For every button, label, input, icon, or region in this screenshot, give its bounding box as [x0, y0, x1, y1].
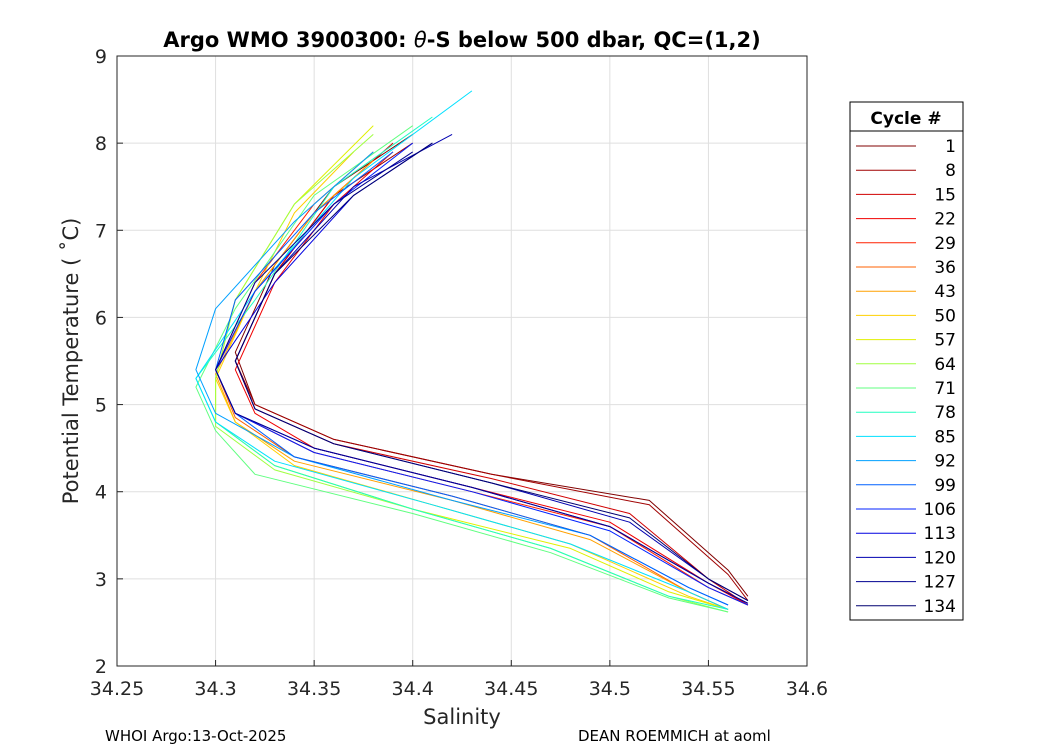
legend-label-cycle-106: 106 — [924, 500, 956, 520]
legend-label-cycle-64: 64 — [934, 355, 956, 375]
legend-label-cycle-85: 85 — [934, 427, 956, 447]
legend-label-cycle-134: 134 — [924, 597, 956, 617]
legend-label-cycle-29: 29 — [934, 234, 956, 254]
series-line-cycle-120 — [234, 133, 749, 602]
series-line-cycle-29 — [215, 151, 749, 606]
legend-label-cycle-22: 22 — [934, 210, 956, 230]
legend-label-cycle-120: 120 — [924, 548, 956, 568]
x-axis-label: Salinity — [423, 705, 501, 729]
footer-left: WHOI Argo:13-Oct-2025 — [105, 727, 286, 745]
y-tick-label: 3 — [95, 569, 107, 591]
legend-label-cycle-43: 43 — [934, 282, 956, 302]
y-tick-label: 8 — [95, 133, 107, 155]
x-tick-label: 34.6 — [786, 678, 828, 700]
footer-right: DEAN ROEMMICH at aoml — [578, 727, 771, 745]
series-line-cycle-43 — [215, 160, 729, 610]
x-axis-ticks: 34.25 34.3 34.35 34.4 34.45 34.5 34.55 34.6 — [90, 660, 828, 700]
legend-label-cycle-113: 113 — [924, 524, 956, 544]
y-tick-label: 6 — [95, 307, 107, 329]
series-layer — [195, 90, 749, 613]
y-axis-label: Potential Temperature ( ˚C) — [59, 218, 83, 505]
series-line-cycle-50 — [215, 151, 729, 610]
plot-axes-box — [116, 55, 808, 667]
legend-label-cycle-36: 36 — [934, 258, 956, 278]
legend-label-cycle-15: 15 — [934, 185, 956, 205]
series-line-cycle-127 — [215, 151, 749, 604]
series-line-cycle-106 — [215, 142, 749, 606]
x-tick-label: 34.25 — [90, 678, 144, 700]
x-tick-label: 34.5 — [589, 678, 631, 700]
series-line-cycle-22 — [234, 151, 749, 606]
legend-label-cycle-1: 1 — [945, 137, 956, 157]
legend-title: Cycle # — [870, 109, 941, 129]
legend-label-cycle-78: 78 — [934, 403, 956, 423]
series-line-cycle-36 — [215, 160, 729, 610]
legend-items: 1 8 15 22 29 36 43 50 57 64 71 78 85 92 99 106 113 120 127… — [856, 137, 956, 617]
legend-label-cycle-8: 8 — [945, 161, 956, 181]
legend: Cycle # 18152229364350576471788592991061… — [849, 101, 964, 621]
x-tick-label: 34.4 — [392, 678, 434, 700]
y-tick-label: 2 — [95, 656, 107, 678]
y-tick-label: 7 — [95, 220, 107, 242]
y-axis-ticks: 2 3 4 5 6 7 8 9 — [95, 46, 123, 678]
series-line-cycle-92 — [195, 151, 729, 606]
legend-label-cycle-50: 50 — [934, 306, 956, 326]
x-tick-label: 34.3 — [194, 678, 236, 700]
x-tick-label: 34.45 — [484, 678, 538, 700]
chart-title: Argo WMO 3900300: θ-S below 500 dbar, QC… — [163, 28, 760, 52]
series-line-cycle-85 — [195, 90, 729, 610]
y-tick-label: 4 — [95, 482, 107, 504]
legend-label-cycle-99: 99 — [934, 476, 956, 496]
series-line-cycle-99 — [215, 151, 729, 606]
series-line-cycle-71 — [195, 125, 729, 613]
x-tick-label: 34.35 — [287, 678, 341, 700]
series-line-cycle-57 — [215, 125, 729, 610]
series-line-cycle-1 — [234, 133, 749, 597]
grid-lines — [116, 55, 808, 667]
series-line-cycle-134 — [234, 142, 749, 602]
series-line-cycle-64 — [215, 134, 729, 613]
x-tick-label: 34.55 — [681, 678, 735, 700]
legend-label-cycle-127: 127 — [924, 573, 956, 593]
legend-label-cycle-71: 71 — [934, 379, 956, 399]
y-tick-label: 5 — [95, 395, 107, 417]
y-tick-label: 9 — [95, 46, 107, 68]
legend-label-cycle-92: 92 — [934, 452, 956, 472]
legend-label-cycle-57: 57 — [934, 331, 956, 351]
